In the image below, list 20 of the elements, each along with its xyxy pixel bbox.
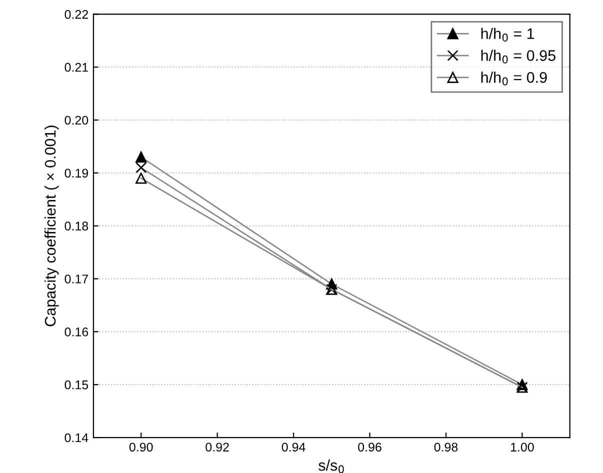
- y-tick-label: 0.17: [64, 274, 88, 284]
- y-tick-label: 0.14: [64, 433, 88, 442]
- x-axis-title: s/s$_{0}$: [318, 460, 344, 473]
- y-tick-label: 0.22: [64, 10, 88, 19]
- x-tick-label: 0.98: [434, 442, 458, 452]
- y-tick-label: 0.20: [64, 116, 88, 125]
- y-axis-title: Capacity coefficient ( × 0.001): [44, 126, 59, 326]
- legend-label: h/h$_{0}$ = 0.9: [481, 72, 547, 86]
- y-tick-label: 0.21: [64, 62, 88, 72]
- y-tick-label: 0.19: [64, 168, 88, 178]
- x-tick-label: 0.92: [206, 442, 229, 452]
- y-tick-label: 0.15: [64, 380, 88, 390]
- y-tick-label: 0.18: [64, 222, 88, 231]
- x-tick-label: 0.90: [129, 442, 153, 452]
- x-tick-label: 1.00: [510, 442, 534, 452]
- legend-label: h/h$_{0}$ = 1: [481, 28, 534, 42]
- x-tick-label: 0.94: [282, 442, 306, 452]
- legend-label: h/h$_{0}$ = 0.95: [481, 50, 556, 64]
- x-tick-label: 0.96: [358, 442, 382, 452]
- y-tick-label: 0.16: [64, 327, 88, 336]
